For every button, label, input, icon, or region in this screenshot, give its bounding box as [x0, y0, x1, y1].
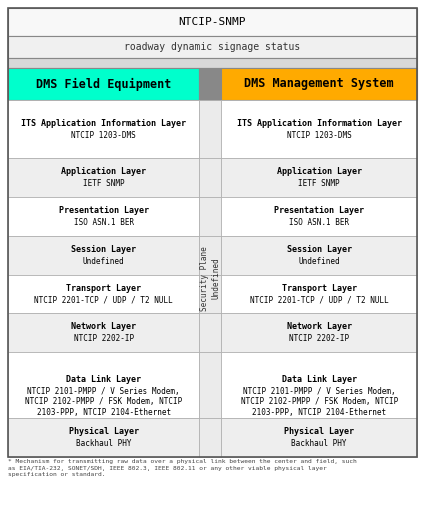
- Bar: [8, 58, 417, 68]
- Bar: [8, 352, 199, 418]
- Bar: [221, 352, 417, 418]
- Bar: [199, 158, 221, 197]
- Text: ITS Application Information Layer: ITS Application Information Layer: [21, 119, 186, 128]
- Text: IETF SNMP: IETF SNMP: [83, 179, 125, 188]
- Bar: [8, 274, 199, 313]
- Text: Application Layer: Application Layer: [277, 167, 362, 176]
- Text: NTCIP 2101-PMPP / V Series Modem,
NTCIP 2102-PMPP / FSK Modem, NTCIP
2103-PPP, N: NTCIP 2101-PMPP / V Series Modem, NTCIP …: [241, 387, 398, 417]
- Text: Presentation Layer: Presentation Layer: [59, 206, 149, 215]
- Text: NTCIP 2202-IP: NTCIP 2202-IP: [289, 334, 349, 343]
- Bar: [8, 68, 199, 100]
- Text: roadway dynamic signage status: roadway dynamic signage status: [125, 42, 300, 52]
- Text: NTCIP 1203-DMS: NTCIP 1203-DMS: [71, 131, 136, 140]
- Text: Undefined: Undefined: [83, 256, 125, 266]
- Bar: [199, 197, 221, 236]
- Text: Physical Layer: Physical Layer: [284, 427, 354, 436]
- Text: Undefined: Undefined: [298, 256, 340, 266]
- Bar: [221, 100, 417, 158]
- Bar: [221, 236, 417, 274]
- Bar: [221, 68, 417, 100]
- Bar: [221, 197, 417, 236]
- Bar: [221, 274, 417, 313]
- Text: Data Link Layer: Data Link Layer: [282, 374, 357, 384]
- Bar: [8, 418, 199, 457]
- Bar: [8, 158, 199, 197]
- Text: NTCIP 2202-IP: NTCIP 2202-IP: [74, 334, 134, 343]
- Bar: [8, 100, 199, 158]
- Bar: [8, 8, 417, 457]
- Text: DMS Management System: DMS Management System: [244, 77, 394, 90]
- Text: NTCIP 2201-TCP / UDP / T2 NULL: NTCIP 2201-TCP / UDP / T2 NULL: [34, 295, 173, 305]
- Bar: [8, 236, 199, 274]
- Text: Security Plane
Undefined: Security Plane Undefined: [200, 246, 221, 311]
- Text: DMS Field Equipment: DMS Field Equipment: [36, 77, 171, 91]
- Text: Physical Layer: Physical Layer: [69, 427, 139, 436]
- Text: Backhaul PHY: Backhaul PHY: [76, 439, 131, 448]
- Bar: [221, 313, 417, 352]
- Text: NTCIP 1203-DMS: NTCIP 1203-DMS: [287, 131, 351, 140]
- Bar: [8, 197, 199, 236]
- Bar: [221, 418, 417, 457]
- Text: Data Link Layer: Data Link Layer: [66, 374, 141, 384]
- Bar: [199, 100, 221, 158]
- Text: ISO ASN.1 BER: ISO ASN.1 BER: [289, 218, 349, 227]
- Bar: [199, 274, 221, 313]
- Text: IETF SNMP: IETF SNMP: [298, 179, 340, 188]
- Bar: [8, 313, 199, 352]
- Text: * Mechanism for transmitting raw data over a physical link between the center an: * Mechanism for transmitting raw data ov…: [8, 459, 357, 477]
- Text: Transport Layer: Transport Layer: [66, 284, 141, 292]
- Text: Transport Layer: Transport Layer: [282, 284, 357, 292]
- Text: Backhaul PHY: Backhaul PHY: [292, 439, 347, 448]
- Bar: [199, 313, 221, 352]
- Text: NTCIP-SNMP: NTCIP-SNMP: [179, 17, 246, 27]
- Text: Network Layer: Network Layer: [71, 322, 136, 331]
- Bar: [199, 236, 221, 274]
- Bar: [199, 68, 221, 100]
- Bar: [221, 158, 417, 197]
- Text: NTCIP 2201-TCP / UDP / T2 NULL: NTCIP 2201-TCP / UDP / T2 NULL: [250, 295, 388, 305]
- Bar: [8, 8, 417, 36]
- Text: Session Layer: Session Layer: [71, 245, 136, 254]
- Text: ITS Application Information Layer: ITS Application Information Layer: [237, 119, 402, 128]
- Text: Application Layer: Application Layer: [61, 167, 146, 176]
- Text: Session Layer: Session Layer: [287, 245, 352, 254]
- Text: Network Layer: Network Layer: [287, 322, 352, 331]
- Text: ISO ASN.1 BER: ISO ASN.1 BER: [74, 218, 134, 227]
- Bar: [8, 36, 417, 58]
- Bar: [199, 418, 221, 457]
- Bar: [199, 352, 221, 418]
- Text: NTCIP 2101-PMPP / V Series Modem,
NTCIP 2102-PMPP / FSK Modem, NTCIP
2103-PPP, N: NTCIP 2101-PMPP / V Series Modem, NTCIP …: [25, 387, 182, 417]
- Text: Presentation Layer: Presentation Layer: [274, 206, 364, 215]
